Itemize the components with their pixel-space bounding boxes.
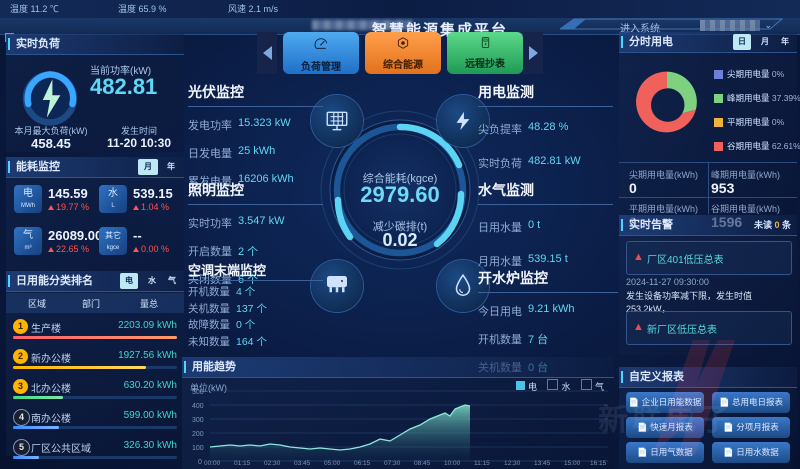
svg-text:08:45: 08:45 [414,460,431,467]
svg-text:03:45: 03:45 [294,460,311,467]
svg-text:16:15: 16:15 [590,460,607,467]
svg-text:0: 0 [198,459,202,466]
svg-text:00:00: 00:00 [204,460,221,467]
svg-text:06:15: 06:15 [354,460,371,467]
svg-text:05:00: 05:00 [324,460,341,467]
svg-text:300: 300 [192,417,204,424]
svg-text:10:00: 10:00 [444,460,461,467]
svg-text:15:00: 15:00 [564,460,581,467]
svg-text:11:15: 11:15 [474,460,490,467]
svg-text:100: 100 [192,445,204,452]
svg-text:400: 400 [192,403,204,410]
svg-text:200: 200 [192,431,204,438]
svg-text:01:15: 01:15 [234,460,251,467]
svg-text:13:45: 13:45 [534,460,551,467]
svg-text:02:30: 02:30 [264,460,281,467]
svg-text:07:30: 07:30 [384,460,401,467]
svg-text:500: 500 [192,389,204,396]
svg-text:12:30: 12:30 [504,460,521,467]
